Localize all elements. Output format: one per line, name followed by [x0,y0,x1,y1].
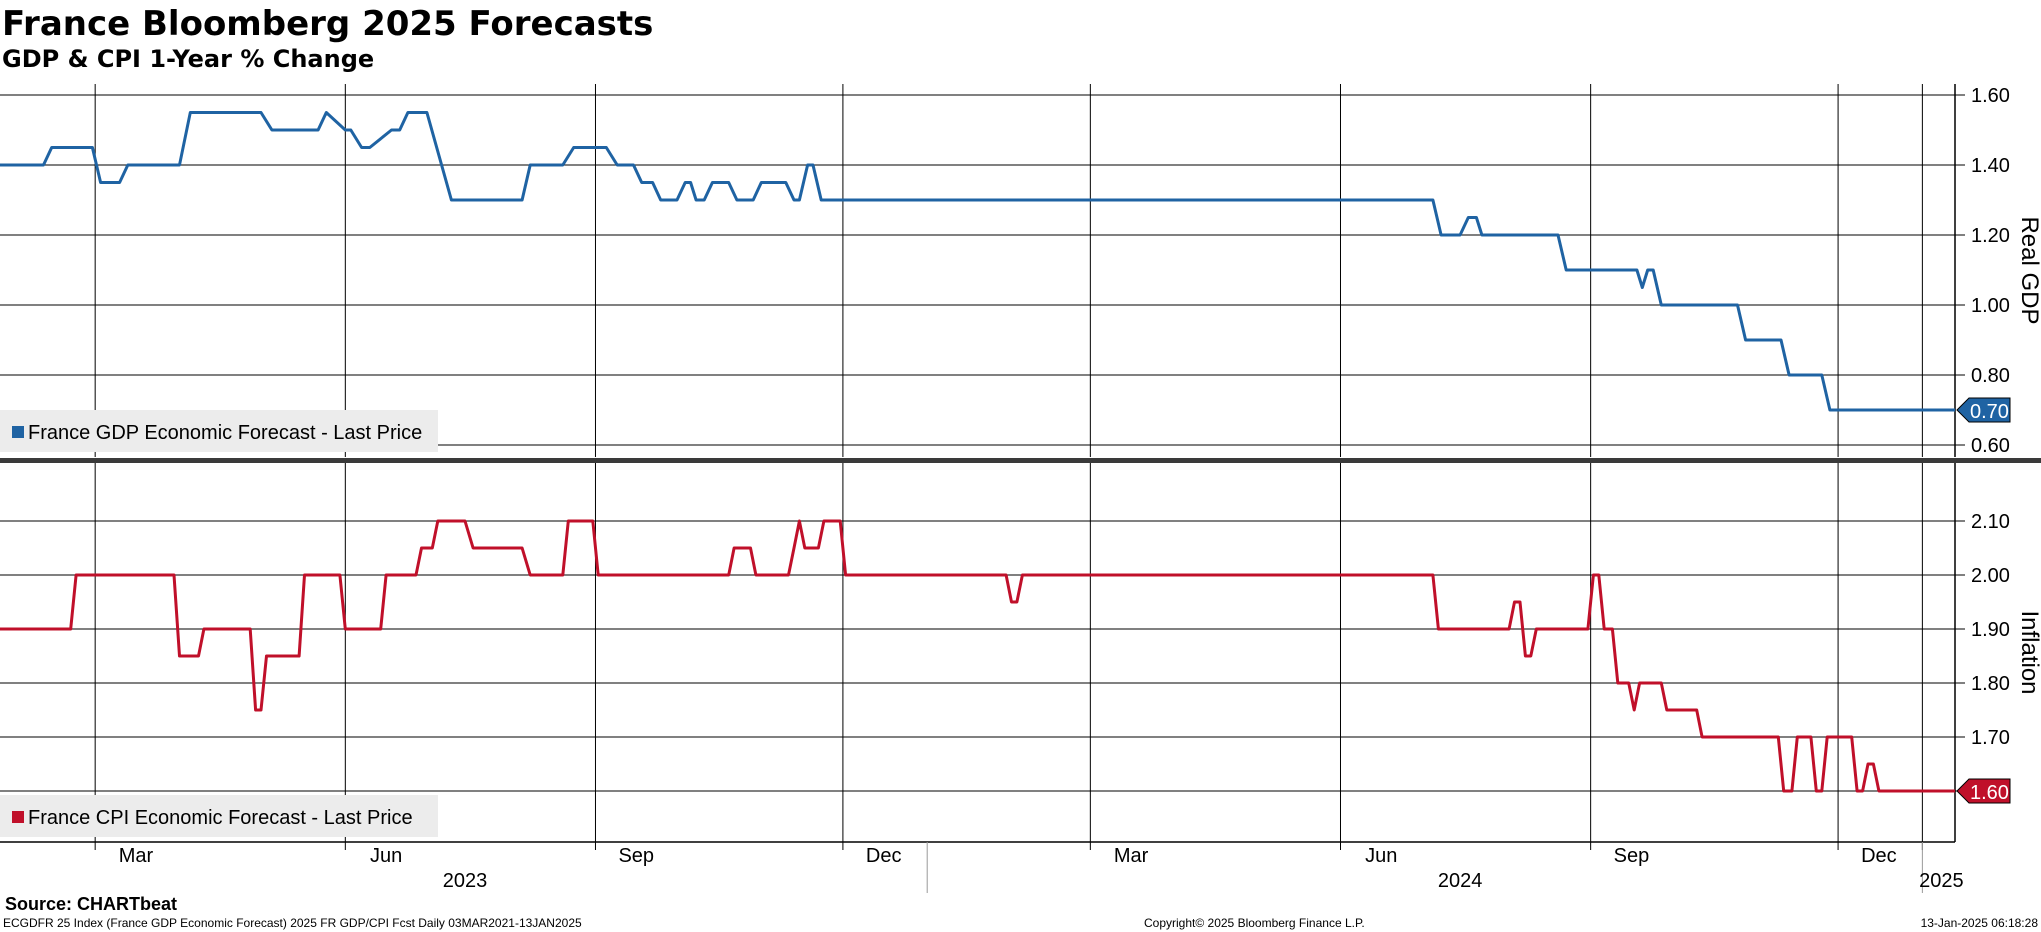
x-year-label: 2023 [443,870,488,892]
legend-label: France CPI Economic Forecast - Last Pric… [28,807,413,829]
legend-swatch [12,426,24,438]
chart-subtitle: GDP & CPI 1-Year % Change [2,45,374,73]
y-tick-label: 1.60 [1971,85,2010,107]
y-axis-label: Inflation [2016,610,2041,694]
cpi-panel: 2.102.001.901.801.701.60Inflation1.60Fra… [0,463,2041,842]
chart-title: France Bloomberg 2025 Forecasts [2,4,653,44]
panel-divider[interactable] [0,458,2041,463]
source-label: Source: CHARTbeat [5,894,177,914]
last-price-badge [1956,778,2011,804]
x-tick-label: Dec [866,845,902,867]
y-tick-label: 0.80 [1971,365,2010,387]
y-tick-label: 2.00 [1971,565,2010,587]
x-tick-label: Sep [1614,845,1650,867]
legend-label: France GDP Economic Forecast - Last Pric… [28,422,422,444]
gdp-panel: 1.60 1.40 1.20 1.00 0.80 0.60 Real GDP 0.70 Fran… [0,84,2041,457]
x-tick-label: Sep [618,845,654,867]
y-tick-label: 1.80 [1971,673,2010,695]
x-tick-label: Jun [370,845,402,867]
last-price-label: 1.60 [1970,782,2009,804]
x-year-label: 2025 [1919,870,1964,892]
gdp-series-line [0,111,1955,412]
legend-box [0,795,438,837]
last-price-badge [1956,397,2011,423]
y-tick-label: 1.40 [1971,155,2010,177]
x-axis: Mar Jun Sep Dec Mar Jun Sep Dec 2023 2024 2025 [0,841,1964,893]
y-tick-label: 1.90 [1971,619,2010,641]
x-tick-label: Dec [1861,845,1897,867]
y-tick-label: 0.60 [1971,435,2010,457]
copyright: Copyright© 2025 Bloomberg Finance L.P. [1144,916,1365,930]
x-tick-label: Mar [1114,845,1149,867]
y-tick-label: 1.20 [1971,225,2010,247]
x-tick-label: Mar [119,845,154,867]
legend-swatch [12,811,24,823]
timestamp: 13-Jan-2025 06:18:28 [1921,916,2039,930]
legend-box [0,410,438,452]
y-tick-label: 1.70 [1971,727,2010,749]
last-price-label: 0.70 [1970,401,2009,423]
y-tick-label: 1.00 [1971,295,2010,317]
x-tick-label: Jun [1365,845,1397,867]
y-tick-label: 2.10 [1971,511,2010,533]
index-info: ECGDFR 25 Index (France GDP Economic For… [3,916,582,930]
y-axis-label: Real GDP [2016,216,2041,324]
x-year-label: 2024 [1438,870,1483,892]
cpi-series-line [0,519,1955,793]
